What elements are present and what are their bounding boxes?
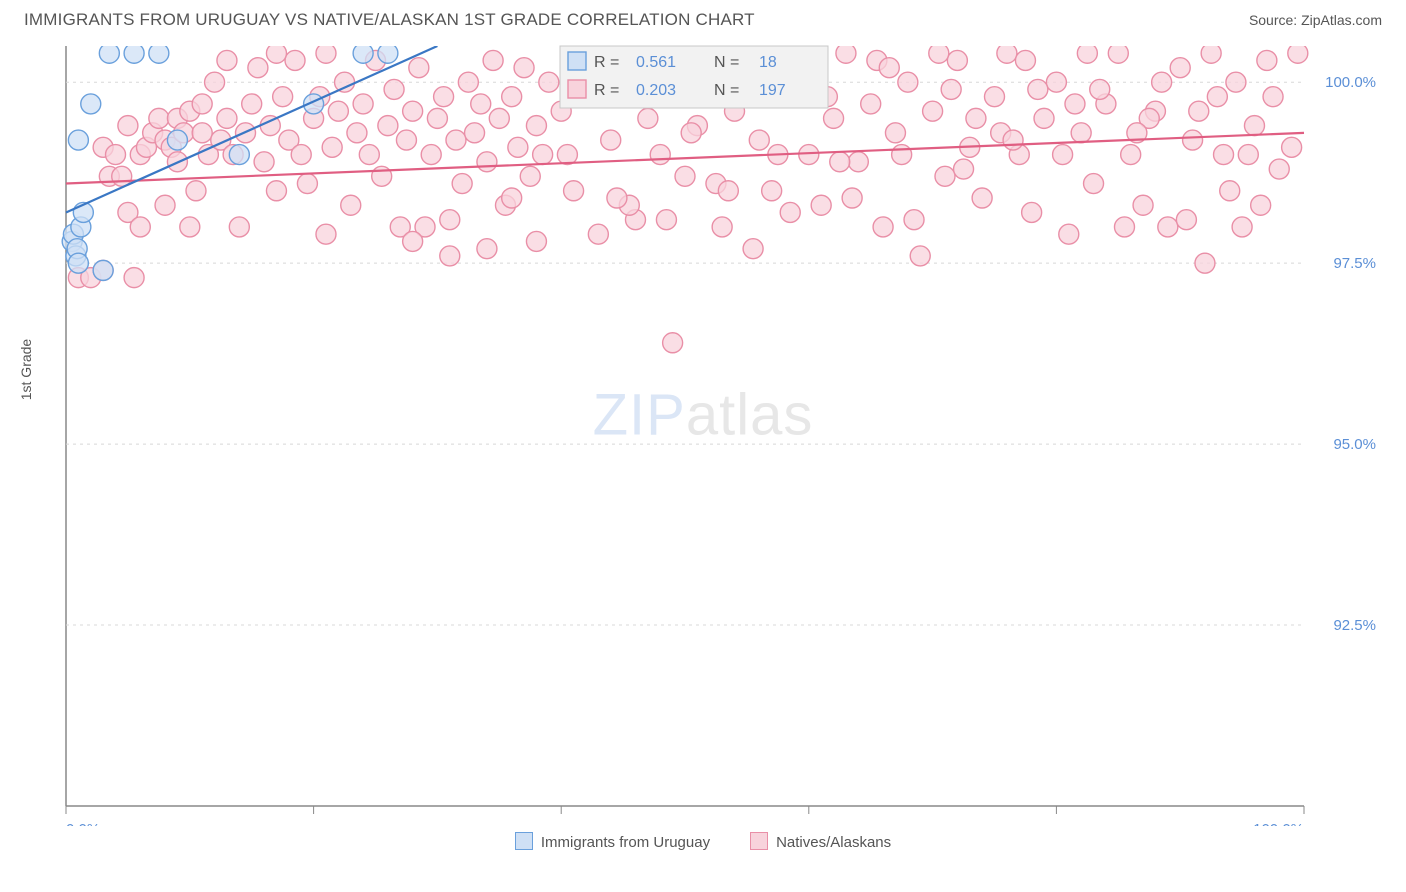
svg-text:0.561: 0.561: [636, 54, 676, 71]
chart-container: 1st Grade 92.5%95.0%97.5%100.0%0.0%100.0…: [24, 36, 1382, 826]
svg-text:18: 18: [759, 54, 777, 71]
svg-text:92.5%: 92.5%: [1333, 617, 1376, 634]
legend-item-natives: Natives/Alaskans: [750, 832, 891, 851]
svg-text:R =: R =: [594, 54, 619, 71]
svg-text:0.0%: 0.0%: [66, 821, 100, 826]
y-axis-label: 1st Grade: [18, 339, 34, 400]
chart-header: IMMIGRANTS FROM URUGUAY VS NATIVE/ALASKA…: [0, 0, 1406, 36]
svg-text:97.5%: 97.5%: [1333, 255, 1376, 272]
legend-label-uruguay: Immigrants from Uruguay: [541, 834, 710, 851]
legend-label-natives: Natives/Alaskans: [776, 834, 891, 851]
source-link[interactable]: ZipAtlas.com: [1301, 12, 1382, 28]
svg-text:100.0%: 100.0%: [1325, 74, 1376, 91]
svg-text:0.203: 0.203: [636, 82, 676, 99]
bottom-legend: Immigrants from Uruguay Natives/Alaskans: [0, 832, 1406, 851]
svg-text:N =: N =: [714, 82, 739, 99]
svg-text:N =: N =: [714, 54, 739, 71]
legend-item-uruguay: Immigrants from Uruguay: [515, 832, 710, 851]
chart-source: Source: ZipAtlas.com: [1249, 12, 1382, 28]
legend-swatch-uruguay: [515, 832, 533, 850]
scatter-chart: 92.5% 95.0% 97.5% 100.0% 0.0% 100.0% R = 0.561 N…: [24, 36, 1382, 826]
svg-text:100.0%: 100.0%: [1253, 821, 1304, 826]
legend-swatch-natives: [750, 832, 768, 850]
chart-title: IMMIGRANTS FROM URUGUAY VS NATIVE/ALASKA…: [24, 10, 755, 30]
source-prefix: Source:: [1249, 12, 1301, 28]
svg-text:197: 197: [759, 82, 786, 99]
svg-text:95.0%: 95.0%: [1333, 436, 1376, 453]
svg-text:R =: R =: [594, 82, 619, 99]
